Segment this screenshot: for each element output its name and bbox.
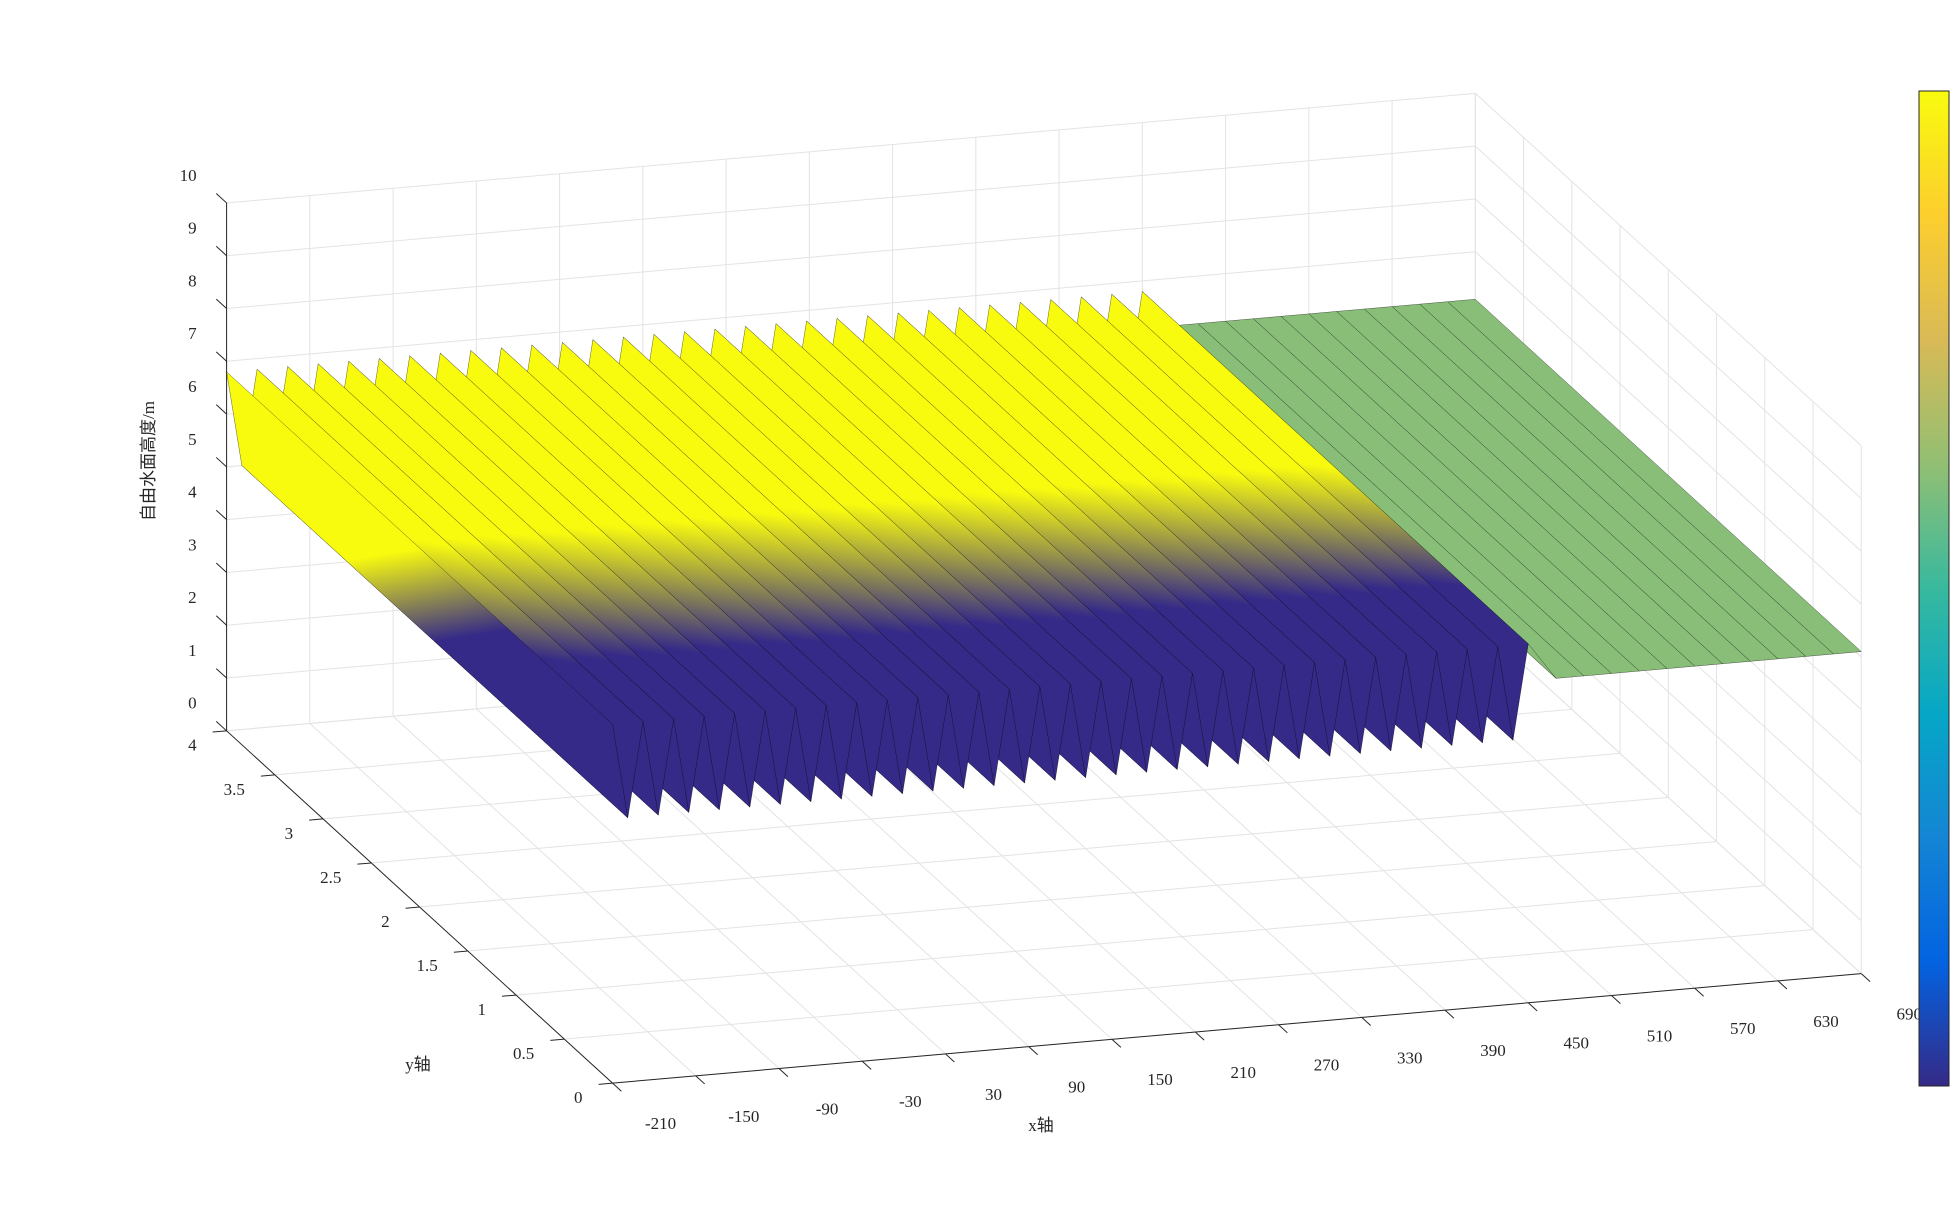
x-tick-label: -30 [899,1092,922,1111]
surface-strip [226,371,629,819]
z-tick [215,562,227,573]
wall-grid-line [226,145,1476,257]
x-tick-label: 270 [1314,1056,1340,1075]
z-tick [215,298,227,309]
y-tick [453,950,468,953]
y-tick [405,906,420,909]
z-tick-label: 6 [188,377,197,396]
x-tick [1278,1024,1288,1034]
x-tick-label: 450 [1564,1034,1590,1053]
x-tick [612,1082,622,1092]
z-tick-label: 9 [188,219,197,238]
z-tick-label: 0 [188,694,197,713]
z-tick [215,509,227,521]
x-tick [1777,980,1788,990]
z-tick [215,615,227,626]
x-tick [1694,987,1704,997]
y-tick-label: 3.5 [224,780,245,799]
z-tick-label: 7 [188,324,197,343]
floor-grid-line [419,796,1669,908]
y-tick [502,994,517,997]
z-tick [215,193,227,204]
wall-grid-line [1474,251,1862,605]
y-tick-label: 4 [188,736,197,755]
y-tick-label: 2.5 [320,868,341,887]
y-tick-label: 2 [381,912,390,931]
x-tick [1111,1038,1122,1048]
x-tick [1028,1046,1038,1056]
y-tick-label: 0.5 [513,1044,534,1063]
x-tick-label: -210 [645,1114,676,1133]
z-tick-label: 1 [188,641,197,660]
x-tick [1860,973,1871,983]
x-tick [778,1068,789,1078]
y-tick-label: 1 [478,1000,487,1019]
wall-grid-line [1474,198,1862,552]
x-tick [1444,1009,1455,1019]
wall-grid-line [226,198,1476,310]
x-tick-label: 510 [1647,1026,1673,1045]
x-tick-label: 30 [985,1085,1002,1104]
y-tick [598,1082,613,1085]
x-tick [1611,995,1621,1004]
x-tick [945,1053,955,1063]
z-axis-label: 自由水面高度/m [139,401,158,521]
x-tick-label: -150 [728,1107,759,1126]
z-tick [215,245,227,257]
y-axis-label: y轴 [405,1055,431,1074]
z-tick [215,404,227,415]
z-tick-label: 5 [188,430,197,449]
x-tick [695,1075,705,1085]
y-tick-label: 0 [574,1088,583,1107]
wall-grid-line [1474,620,1862,974]
wall-grid-line [226,251,1476,362]
y-tick [309,818,324,821]
x-tick [861,1060,872,1070]
x-tick [1361,1017,1371,1026]
x-tick-label: -90 [816,1099,839,1118]
wall-grid-line [226,92,1476,204]
floor-grid-line [467,840,1717,952]
y-tick-label: 3 [285,824,294,843]
z-tick-label: 4 [188,483,197,502]
y-tick [212,730,227,733]
x-tick-label: 630 [1813,1012,1839,1031]
z-tick [215,457,227,468]
z-tick-label: 8 [188,271,197,290]
x-tick-label: 150 [1147,1070,1173,1089]
y-tick [357,862,372,865]
x-tick-label: 90 [1068,1078,1085,1097]
y-tick [260,774,275,777]
wall-grid-line [1474,93,1862,447]
z-tick-label: 10 [180,166,197,185]
z-tick [215,721,227,732]
x-tick-label: 390 [1480,1041,1506,1060]
y-tick [550,1038,565,1041]
x-axis-line [612,973,1862,1084]
z-tick-label: 2 [188,588,197,607]
x-tick-label: 330 [1397,1048,1423,1067]
floor-grid-line [516,885,1765,996]
x-tick-label: 570 [1730,1019,1756,1038]
z-tick [215,668,227,679]
y-tick-label: 1.5 [417,956,438,975]
x-tick [1194,1031,1205,1041]
x-axis-label: x轴 [1028,1116,1054,1135]
floor-grid-line [371,752,1621,864]
wall-grid-line [1474,145,1862,499]
x-tick-label: 690 [1897,1004,1923,1023]
z-tick [215,351,227,362]
z-tick-label: 3 [188,535,197,554]
x-tick [1527,1002,1538,1012]
colorbar [1918,90,1950,1087]
floor-grid-line [564,929,1814,1040]
x-tick-label: 210 [1231,1063,1257,1082]
